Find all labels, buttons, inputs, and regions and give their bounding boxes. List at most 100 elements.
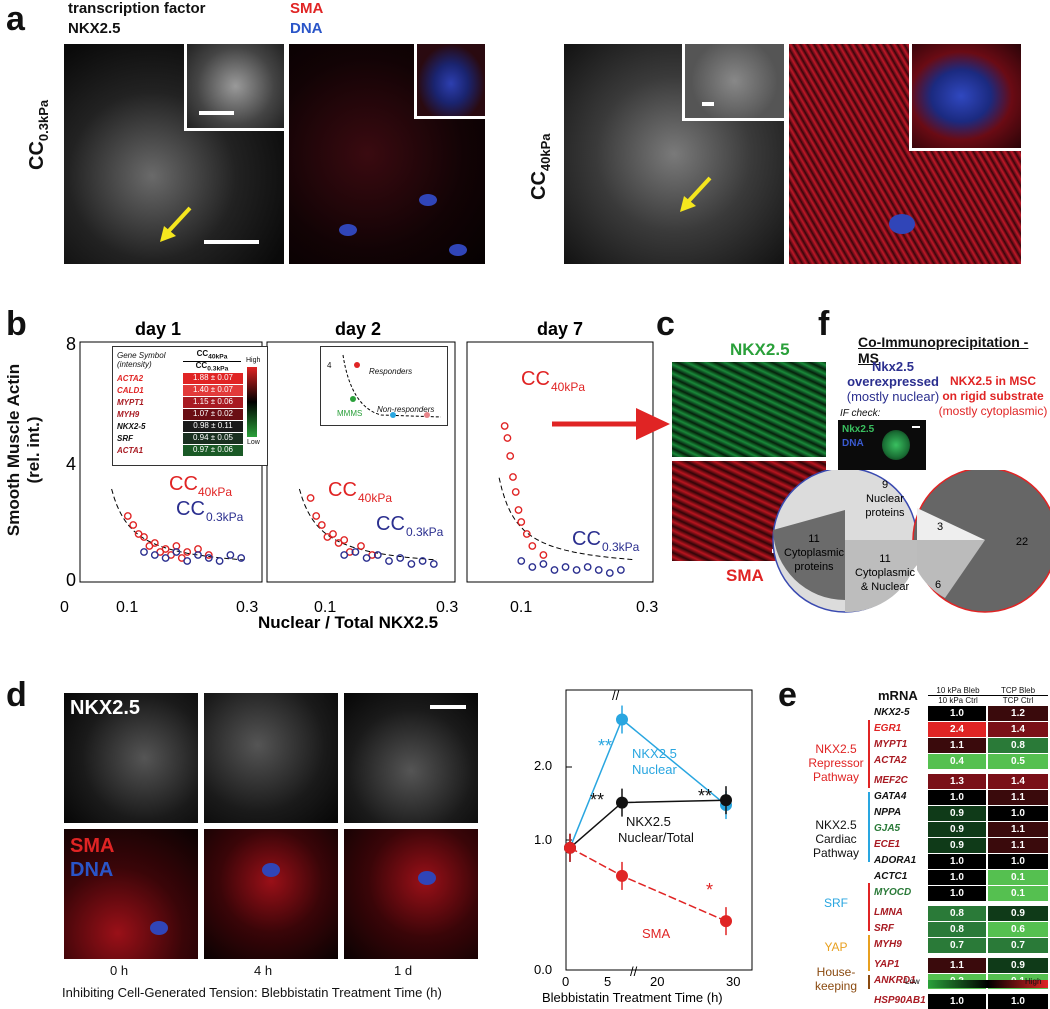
heatmap-cell: 0.9: [928, 838, 986, 853]
legend-soft-day2: CC 0.3kPa: [376, 513, 444, 539]
data-point: [357, 542, 365, 550]
d-graph-xlabel: Blebbistatin Treatment Time (h): [542, 990, 723, 1005]
group-bracket: [868, 720, 870, 788]
heatmap-row: NKX2-5 1.0 1.2: [870, 706, 1050, 721]
x-tick: 0: [562, 974, 569, 989]
data-point: [539, 551, 548, 559]
heatmap-cell: 1.0: [928, 790, 986, 805]
e-col1-header: 10 kPa Bleb 10 kPa Ctrl: [928, 686, 988, 705]
heatmap-row: MEF2C 1.3 1.4: [870, 774, 1050, 789]
fit-curve: [498, 477, 635, 561]
plot-frame: [466, 341, 654, 583]
data-point: [204, 551, 213, 559]
gene-symbol: ACTA1: [117, 446, 144, 455]
heatmap-cell: 1.2: [988, 706, 1048, 721]
legend-soft-day7: CC 0.3kPa: [572, 528, 640, 554]
micrograph-nkx-soft: [64, 44, 284, 264]
gene-row: ACTA2 1.88 ± 0.07: [115, 373, 243, 385]
heatmap-cell: 1.1: [928, 958, 986, 973]
heatmap-gene: MEF2C: [874, 775, 908, 786]
svg-text:3: 3: [937, 521, 943, 533]
d-caption: Inhibiting Cell-Generated Tension: Blebb…: [62, 985, 442, 1000]
heatmap-cell: 1.1: [988, 790, 1048, 805]
scale-bar: [204, 240, 259, 244]
data-point: [237, 554, 246, 562]
yellow-arrow-icon: [680, 176, 712, 212]
data-point: [150, 539, 159, 547]
heatmap-gene: MYPT1: [874, 739, 908, 750]
svg-text:40kPa: 40kPa: [358, 491, 392, 505]
fit-curve: [111, 488, 244, 561]
x-tick: 0: [60, 599, 69, 616]
heatmap-row: GJA5 0.9 1.1: [870, 822, 1050, 837]
axis-break: //: [630, 964, 638, 979]
svg-text:22: 22: [1016, 536, 1028, 548]
f-red-label: NKX2.5 in MSC on rigid substrate (mostly…: [938, 374, 1048, 418]
heatmap-gene: SRF: [874, 923, 894, 934]
data-point: [161, 545, 170, 553]
heatmap-cell: 1.4: [988, 722, 1048, 737]
sig-sma: *: [706, 880, 713, 900]
svg-text:CC: CC: [521, 368, 550, 390]
svg-text:Nuclear: Nuclear: [632, 762, 677, 777]
heatmap-gene: EGR1: [874, 723, 902, 734]
y-tick: 1.0: [534, 832, 552, 847]
heatmap-group-label: NKX2.5 Cardiac Pathway: [812, 818, 860, 860]
heatmap-cell: 0.7: [928, 938, 986, 953]
data-point: [616, 713, 628, 726]
venn-diagram: 9 Nuclear proteins 11 Cytoplasmic protei…: [772, 470, 1050, 613]
heatmap-gene: LMNA: [874, 907, 903, 918]
heatmap-group-label: YAP: [824, 940, 848, 954]
heatmap-cell: 0.6: [988, 922, 1048, 937]
gene-symbol: MYPT1: [117, 398, 144, 407]
heatmap-row: ACTA2 0.4 0.5: [870, 754, 1050, 769]
day1-title: day 1: [135, 319, 181, 339]
heatmap-gene: ACTA2: [874, 755, 907, 766]
header-nkx25: NKX2.5: [68, 20, 121, 37]
heatmap-cell: 1.0: [928, 706, 986, 721]
data-point: [385, 557, 393, 565]
data-point: [528, 563, 537, 571]
svg-text:proteins: proteins: [794, 561, 834, 573]
data-point: [140, 533, 148, 541]
sig-ratio-4h: **: [590, 790, 604, 810]
inset-nkx-soft: [184, 44, 284, 131]
e-scale-low: Low: [905, 977, 920, 986]
svg-text:40kPa: 40kPa: [551, 380, 585, 394]
heatmap-cell: 0.1: [988, 886, 1048, 901]
gene-row: MYPT1 1.15 ± 0.06: [115, 397, 243, 409]
group-bracket: [868, 883, 870, 931]
data-point: [215, 557, 224, 565]
heatmap-gene: MYH9: [874, 939, 902, 950]
data-point: [616, 566, 625, 574]
heatmap-gene: GATA4: [874, 791, 907, 802]
micrograph-sma-0h: SMA DNA: [64, 829, 198, 959]
data-point: [161, 554, 170, 562]
svg-text:proteins: proteins: [865, 507, 905, 519]
legend-stiff-day7: CC 40kPa: [521, 368, 585, 394]
svg-text:40kPa: 40kPa: [198, 485, 232, 499]
heatmap-row: EGR1 2.4 1.4: [870, 722, 1050, 737]
responders-inset: 4 Responders Non-responders MMMS: [320, 346, 448, 426]
data-point: [616, 796, 628, 809]
data-point: [129, 521, 138, 529]
micrograph-sma-soft: [289, 44, 485, 264]
data-point: [373, 551, 382, 559]
heatmap-row: HSP90AB1 1.0 1.0: [870, 994, 1050, 1009]
e-color-scale: [928, 980, 1048, 988]
series-line: [569, 847, 727, 922]
heatmap-row: MYPT1 1.1 0.8: [870, 738, 1050, 753]
e-scale-high: High: [1025, 977, 1042, 986]
heatmap-cell: 1.1: [988, 838, 1048, 853]
heatmap-cell: 0.1: [988, 870, 1048, 885]
x-tick: 0.1: [314, 599, 336, 616]
gene-value: 1.15 ± 0.06: [183, 397, 243, 408]
heatmap-cell: 1.4: [988, 774, 1048, 789]
group-bracket: [868, 935, 870, 971]
row-label-stiff: CC40kPa: [528, 133, 553, 200]
data-point: [362, 554, 371, 562]
row-label-soft: CC0.3kPa: [26, 99, 51, 170]
micrograph-nkx-1d: [344, 693, 478, 823]
data-point: [317, 521, 326, 529]
day7-title: day 7: [537, 319, 583, 339]
